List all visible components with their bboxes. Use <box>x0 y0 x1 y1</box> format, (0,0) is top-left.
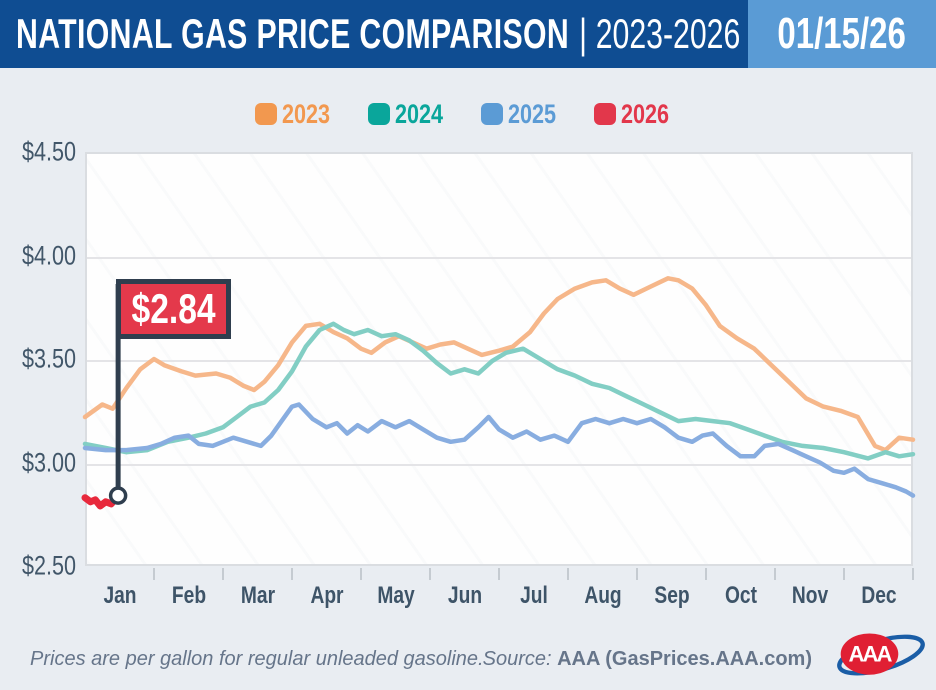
x-tick-label-Jan: Jan <box>102 582 137 609</box>
x-tick-label-Jun: Jun <box>447 582 482 609</box>
gridline-3.50 <box>87 360 911 362</box>
legend-label: 2025 <box>508 98 557 129</box>
legend-label: 2024 <box>394 98 443 129</box>
x-tick <box>636 568 638 580</box>
legend-swatch-2026 <box>594 103 617 125</box>
gridline-4.00 <box>87 256 911 259</box>
x-tick-label-Feb: Feb <box>171 582 206 609</box>
page-title-main: NATIONAL GAS PRICE COMPARISON <box>16 10 570 57</box>
current-date: 01/15/26 <box>777 9 907 58</box>
price-callout-flag: $2.84 <box>115 279 231 339</box>
legend-swatch-2023 <box>254 103 277 125</box>
legend-item-2025: 2025 <box>481 99 568 130</box>
y-tick-label: $2.50 <box>21 550 76 581</box>
x-tick-label-Nov: Nov <box>791 582 828 609</box>
y-tick-label: $4.00 <box>21 240 76 270</box>
source-prefix: Source: <box>482 648 552 670</box>
legend-label: 2026 <box>621 98 670 129</box>
y-tick-label: $3.50 <box>21 343 76 374</box>
x-tick <box>222 568 224 580</box>
x-tick <box>291 568 293 580</box>
x-tick <box>912 568 914 580</box>
plot-area <box>85 152 913 566</box>
legend-swatch-2025 <box>481 103 503 125</box>
x-tick <box>498 568 500 580</box>
page-title-period: 2023-2026 <box>595 10 741 57</box>
x-tick-label-May: May <box>376 582 415 609</box>
legend-swatch-2024 <box>367 103 390 125</box>
legend-label: 2023 <box>281 98 330 129</box>
x-tick <box>705 568 707 580</box>
x-tick-label-Dec: Dec <box>860 582 897 609</box>
source-text: AAA (GasPrices.AAA.com) <box>557 648 812 670</box>
x-tick <box>774 568 776 580</box>
page-title: NATIONAL GAS PRICE COMPARISON | 2023-202… <box>16 0 740 68</box>
price-callout-value: $2.84 <box>131 285 216 332</box>
x-tick-label-Jul: Jul <box>519 582 548 609</box>
x-tick-label-Mar: Mar <box>240 582 275 609</box>
x-tick-label-Apr: Apr <box>309 582 344 609</box>
legend-item-2024: 2024 <box>367 98 455 130</box>
aaa-logo: AAA <box>837 633 925 676</box>
legend-item-2023: 2023 <box>254 98 342 130</box>
x-tick <box>843 568 845 580</box>
x-tick-label-Oct: Oct <box>724 582 757 609</box>
aaa-logo-oval <box>840 633 899 675</box>
footer-source: Source: AAA (GasPrices.AAA.com) <box>483 648 812 671</box>
y-tick-label: $3.00 <box>21 447 76 477</box>
x-tick-label-Sep: Sep <box>653 582 690 609</box>
gridline-3.00 <box>87 463 911 466</box>
aaa-logo-text: AAA <box>848 642 892 667</box>
x-tick-label-Aug: Aug <box>583 582 622 609</box>
page-title-separator: | <box>579 10 588 57</box>
y-tick-label: $4.50 <box>21 136 76 167</box>
x-tick <box>153 568 155 580</box>
x-tick <box>429 568 431 580</box>
current-date-box: 01/15/26 <box>748 0 936 68</box>
legend-item-2026: 2026 <box>594 99 681 130</box>
footer-note: Prices are per gallon for regular unlead… <box>30 648 484 670</box>
x-tick <box>567 568 569 580</box>
chart-legend: 2023 2024 2025 2026 <box>0 98 936 130</box>
source-link-text: AAA (GasPrices.AAA.com) <box>557 648 812 670</box>
x-tick <box>360 568 362 580</box>
